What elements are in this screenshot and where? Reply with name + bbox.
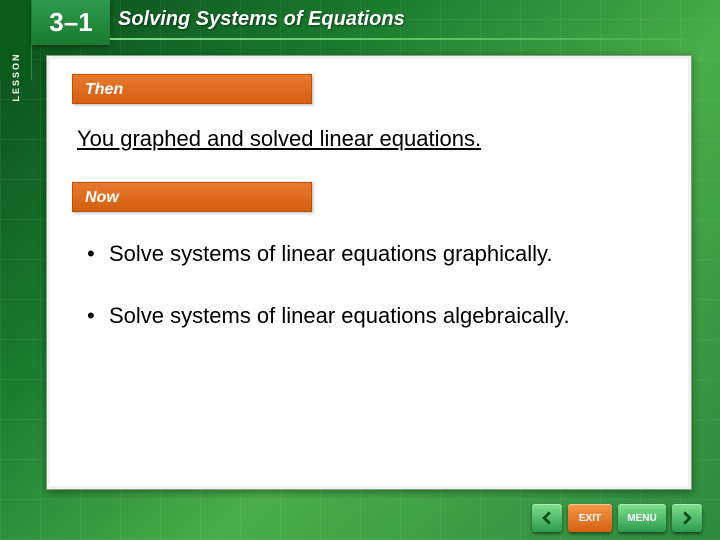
- exit-button[interactable]: EXIT: [568, 504, 612, 532]
- lesson-number: 3–1: [49, 7, 92, 38]
- nav-bar: EXIT MENU: [532, 504, 702, 532]
- menu-label: MENU: [627, 513, 656, 524]
- then-tag-label: Then: [85, 81, 123, 98]
- next-button[interactable]: [672, 504, 702, 532]
- lesson-tab: LESSON: [0, 0, 32, 80]
- then-tag: Then: [72, 74, 312, 104]
- slide-root: LESSON 3–1 Solving Systems of Equations …: [0, 0, 720, 540]
- chevron-left-icon: [540, 511, 554, 525]
- now-tag-label: Now: [85, 189, 119, 206]
- page-title: Solving Systems of Equations: [118, 8, 405, 31]
- lesson-number-badge: 3–1: [32, 0, 110, 45]
- chevron-right-icon: [680, 511, 694, 525]
- prev-button[interactable]: [532, 504, 562, 532]
- lesson-tab-label: LESSON: [11, 52, 21, 101]
- now-bullet-list: Solve systems of linear equations graphi…: [87, 240, 651, 329]
- list-item: Solve systems of linear equations graphi…: [87, 240, 651, 268]
- then-text: You graphed and solved linear equations.: [77, 126, 661, 152]
- exit-label: EXIT: [579, 513, 601, 524]
- title-divider: [110, 38, 690, 40]
- list-item: Solve systems of linear equations algebr…: [87, 302, 651, 330]
- content-panel: Then You graphed and solved linear equat…: [46, 55, 692, 490]
- now-tag: Now: [72, 182, 312, 212]
- menu-button[interactable]: MENU: [618, 504, 666, 532]
